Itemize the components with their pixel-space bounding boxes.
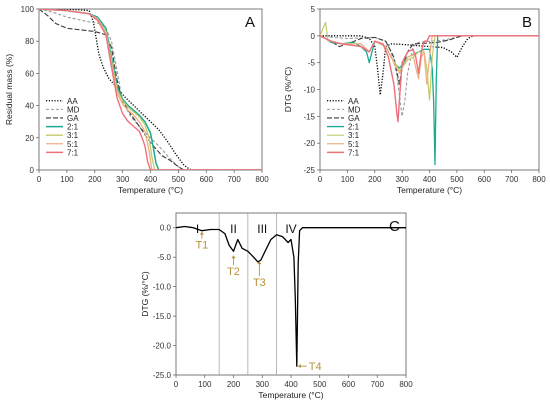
chart-panel-A: 0 100 200 300 400 500 600 700 800 0 20 40 60 80 100 Tem…: [4, 5, 269, 195]
x-tick-label: 600: [478, 175, 492, 184]
series-line-MD: [39, 9, 262, 170]
x-tick-label: 600: [200, 175, 214, 184]
legend-label: 2:1: [67, 123, 79, 132]
x-tick-label: 400: [423, 175, 437, 184]
y-tick-label: 5: [311, 5, 316, 14]
annotation-arrowhead: [231, 255, 236, 259]
legend-label: 7:1: [348, 148, 360, 157]
y-tick-label: 20: [25, 134, 34, 143]
stage-label: II: [230, 222, 237, 236]
x-tick-label: 300: [395, 175, 409, 184]
y-axis-label: Residual mass (%): [4, 54, 14, 125]
panel-label: B: [522, 14, 532, 31]
legend-label: 3:1: [348, 131, 360, 140]
panel-label: A: [245, 14, 255, 31]
x-tick-label: 0: [174, 380, 179, 389]
y-tick-label: 60: [25, 69, 34, 78]
x-tick-label: 500: [313, 380, 327, 389]
x-tick-label: 700: [227, 175, 241, 184]
x-tick-label: 300: [256, 380, 270, 389]
series-line-AA: [39, 9, 262, 170]
x-tick-label: 800: [532, 175, 546, 184]
series-line-AA: [320, 35, 539, 96]
legend-label: 5:1: [67, 140, 79, 149]
x-tick-label: 0: [318, 175, 323, 184]
x-tick-label: 200: [227, 380, 241, 389]
y-tick-label: -5.0: [157, 253, 171, 262]
chart-panel-B: 0 100 200 300 400 500 600 700 800 -25 -20 -15 -10 -5 0…: [283, 5, 546, 195]
annotation-label: T2: [227, 266, 240, 278]
legend-label: AA: [67, 97, 78, 106]
y-tick-label: 0: [30, 166, 35, 175]
x-tick-label: 700: [371, 380, 385, 389]
chart-panel-C: 0 100 200 300 400 500 600 700 800 -25.0 -20.0 -15.0…: [140, 212, 413, 400]
legend-label: GA: [67, 114, 79, 123]
panel-label: C: [389, 218, 400, 235]
x-tick-label: 400: [284, 380, 298, 389]
x-tick-label: 500: [450, 175, 464, 184]
annotation-arrowhead: [297, 364, 301, 369]
x-tick-label: 600: [342, 380, 356, 389]
y-axis-label: DTG (%/°C): [140, 271, 150, 317]
series-line-2-1: [39, 9, 262, 170]
legend-label: 3:1: [67, 131, 79, 140]
y-tick-label: 100: [21, 5, 35, 14]
x-tick-label: 400: [144, 175, 158, 184]
legend-label: AA: [348, 97, 359, 106]
stage-label: III: [257, 222, 267, 236]
plot-frame: [175, 212, 407, 376]
legend-label: 5:1: [348, 140, 360, 149]
y-tick-label: -10: [303, 86, 315, 95]
x-tick-label: 0: [37, 175, 42, 184]
series-line-MD: [320, 35, 539, 117]
series-line-7-1: [320, 35, 539, 123]
legend-label: 7:1: [67, 148, 79, 157]
y-tick-label: 80: [25, 37, 34, 46]
y-tick-label: -20.0: [153, 342, 172, 351]
y-axis-label: DTG (%/°C): [283, 67, 293, 113]
x-tick-label: 800: [399, 380, 413, 389]
y-tick-label: -5: [308, 59, 316, 68]
series-line-7-1: [39, 9, 262, 170]
x-tick-label: 800: [255, 175, 269, 184]
legend-label: MD: [67, 105, 80, 114]
annotation-arrowhead: [199, 231, 204, 235]
y-tick-label: -25: [303, 166, 315, 175]
x-tick-label: 200: [88, 175, 102, 184]
x-tick-label: 700: [505, 175, 519, 184]
legend-label: MD: [348, 105, 361, 114]
series-line-GA: [39, 9, 262, 170]
y-tick-label: -15.0: [153, 312, 172, 321]
y-tick-label: -10.0: [153, 283, 172, 292]
y-tick-label: -25.0: [153, 371, 172, 380]
x-tick-label: 300: [116, 175, 130, 184]
annotation-label: T3: [253, 277, 266, 289]
y-tick-label: 0.0: [160, 224, 172, 233]
x-tick-label: 100: [198, 380, 212, 389]
x-axis-label: Temperature (°C): [258, 390, 323, 400]
x-tick-label: 100: [60, 175, 74, 184]
x-tick-label: 100: [341, 175, 355, 184]
y-tick-label: -20: [303, 139, 315, 148]
annotation-label: T4: [309, 361, 322, 373]
y-tick-label: -15: [303, 112, 315, 121]
x-tick-label: 200: [368, 175, 382, 184]
legend-label: GA: [348, 114, 360, 123]
x-axis-label: Temperature (°C): [118, 185, 183, 195]
stage-label: IV: [285, 222, 296, 236]
annotation-label: T1: [195, 240, 208, 252]
y-tick-label: 40: [25, 102, 34, 111]
series-line-dtg: [176, 225, 406, 367]
legend-label: 2:1: [348, 123, 360, 132]
annotation-arrowhead: [257, 261, 262, 265]
x-tick-label: 500: [172, 175, 186, 184]
y-tick-label: 0: [311, 32, 316, 41]
series-line-2-1: [320, 35, 539, 166]
x-axis-label: Temperature (°C): [397, 185, 462, 195]
